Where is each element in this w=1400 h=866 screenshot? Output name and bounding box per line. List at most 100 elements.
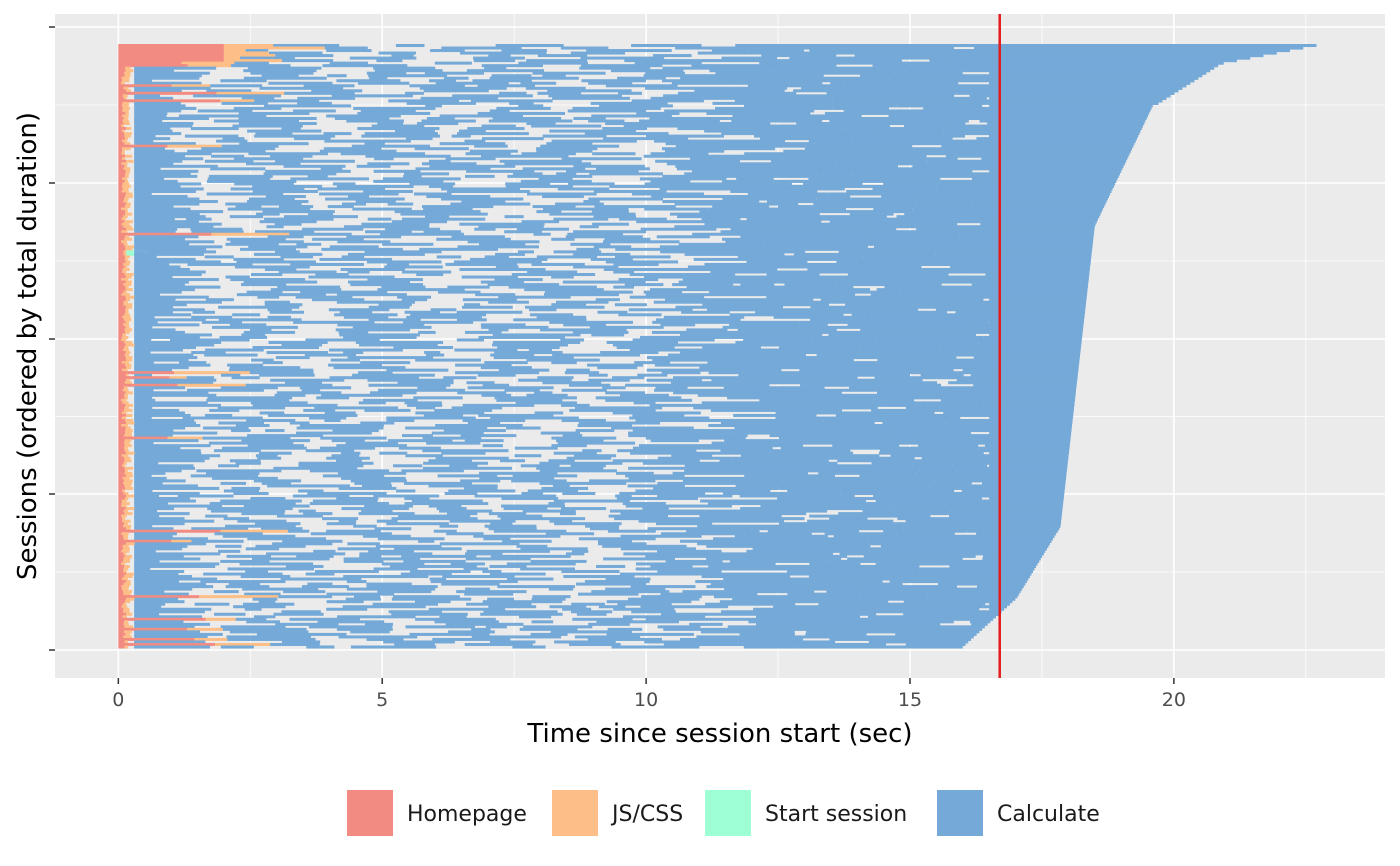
calculate-bar xyxy=(920,262,955,266)
calculate-bar xyxy=(720,184,937,188)
calculate-bar xyxy=(989,255,1092,259)
calculate-bar xyxy=(496,106,551,110)
calculate-bar xyxy=(283,590,326,594)
calculate-bar xyxy=(701,575,791,579)
calculate-bar xyxy=(270,288,342,292)
calculate-bar xyxy=(526,122,556,126)
calculate-bar xyxy=(134,89,182,93)
calculate-bar xyxy=(711,124,891,128)
calculate-bar xyxy=(801,86,846,90)
calculate-bar xyxy=(989,187,1113,191)
calculate-bar xyxy=(436,507,467,511)
calculate-bar xyxy=(910,630,951,634)
calculate-bar xyxy=(660,592,758,596)
calculate-bar xyxy=(265,169,351,173)
homepage-bar xyxy=(118,527,126,531)
calculate-bar xyxy=(989,207,1103,211)
calculate-bar xyxy=(989,401,1075,405)
calculate-bar xyxy=(134,240,215,244)
calculate-bar xyxy=(989,474,1067,478)
calculate-bar xyxy=(881,195,1043,199)
homepage-bar xyxy=(118,532,122,536)
calculate-bar xyxy=(911,152,1067,156)
homepage-bar xyxy=(118,217,122,221)
calculate-bar xyxy=(832,106,890,110)
calculate-bar xyxy=(607,627,643,631)
calculate-bar xyxy=(750,444,803,448)
calculate-bar xyxy=(620,534,702,538)
calculate-bar xyxy=(329,61,369,65)
homepage-bar xyxy=(118,630,124,634)
calculate-bar xyxy=(504,230,542,234)
jscss-bar xyxy=(126,597,135,601)
calculate-bar xyxy=(593,189,667,193)
calculate-bar xyxy=(254,134,336,138)
calculate-bar xyxy=(501,504,565,508)
calculate-bar xyxy=(405,91,424,95)
calculate-bar xyxy=(134,434,173,438)
calculate-bar xyxy=(776,363,927,367)
calculate-bar xyxy=(690,486,780,490)
calculate-bar xyxy=(512,645,546,649)
calculate-bar xyxy=(134,174,198,178)
calculate-bar xyxy=(388,610,442,614)
calculate-bar xyxy=(705,602,796,606)
calculate-bar xyxy=(395,129,436,133)
calculate-bar xyxy=(727,396,823,400)
calculate-bar xyxy=(826,91,957,95)
calculate-bar xyxy=(319,446,376,450)
jscss-bar xyxy=(122,534,128,538)
jscss-bar xyxy=(126,572,134,576)
calculate-bar xyxy=(549,129,636,133)
calculate-bar xyxy=(720,449,851,453)
jscss-bar xyxy=(121,514,127,518)
calculate-bar xyxy=(809,49,894,53)
jscss-bar xyxy=(125,351,131,355)
calculate-bar xyxy=(897,517,1062,521)
calculate-bar xyxy=(249,371,314,375)
calculate-bar xyxy=(989,66,1215,70)
calculate-bar xyxy=(229,368,314,372)
calculate-bar xyxy=(194,602,230,606)
calculate-bar xyxy=(787,592,860,596)
calculate-bar xyxy=(431,431,484,435)
homepage-bar xyxy=(118,361,122,365)
calculate-bar xyxy=(467,421,501,425)
calculate-bar xyxy=(206,179,297,183)
calculate-bar xyxy=(488,54,511,58)
calculate-bar xyxy=(355,340,444,344)
calculate-bar xyxy=(251,358,274,362)
calculate-bar xyxy=(606,632,694,636)
homepage-bar xyxy=(118,242,124,246)
calculate-bar xyxy=(488,119,573,123)
calculate-bar xyxy=(571,549,589,553)
calculate-bar xyxy=(879,449,987,453)
calculate-bar xyxy=(684,469,718,473)
calculate-bar xyxy=(462,418,526,422)
calculate-bar xyxy=(507,174,593,178)
calculate-bar xyxy=(481,393,512,397)
x-axis-title: Time since session start (sec) xyxy=(526,719,912,749)
calculate-bar xyxy=(446,532,484,536)
calculate-bar xyxy=(634,361,671,365)
calculate-bar xyxy=(989,489,1065,493)
jscss-bar xyxy=(123,491,129,495)
calculate-bar xyxy=(740,283,775,287)
calculate-bar xyxy=(989,328,1083,332)
homepage-bar xyxy=(118,615,123,619)
calculate-bar xyxy=(321,393,403,397)
calculate-bar xyxy=(747,192,828,196)
calculate-bar xyxy=(557,187,610,191)
calculate-bar xyxy=(501,49,547,53)
homepage-bar xyxy=(118,454,122,458)
calculate-bar xyxy=(134,260,221,264)
calculate-bar xyxy=(989,522,1061,526)
homepage-bar xyxy=(118,270,123,274)
calculate-bar xyxy=(707,308,919,312)
calculate-bar xyxy=(227,207,311,211)
homepage-bar xyxy=(118,283,124,287)
homepage-bar xyxy=(118,81,122,85)
calculate-bar xyxy=(134,491,200,495)
calculate-bar xyxy=(134,134,156,138)
calculate-bar xyxy=(888,114,1061,118)
